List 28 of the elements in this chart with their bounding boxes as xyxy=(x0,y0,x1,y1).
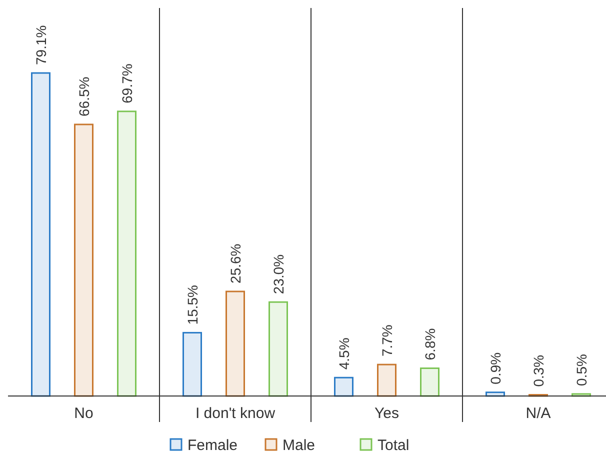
x-tick-label: No xyxy=(74,405,94,422)
data-label: 23.0% xyxy=(270,254,286,294)
bar xyxy=(182,332,202,397)
data-label: 0.3% xyxy=(530,354,546,387)
bar xyxy=(31,72,50,397)
data-label: 7.7% xyxy=(378,324,395,357)
data-label: 4.5% xyxy=(336,338,352,370)
x-tick-label: N/A xyxy=(526,405,551,422)
bar xyxy=(117,110,136,397)
bar xyxy=(74,124,94,397)
bar xyxy=(226,290,245,397)
data-label: 0.9% xyxy=(487,352,504,384)
data-label: 66.5% xyxy=(76,76,92,116)
bar xyxy=(420,367,440,397)
legend-label: Female xyxy=(188,437,238,454)
data-label: 69.7% xyxy=(118,64,135,104)
bar xyxy=(268,301,288,397)
data-label: 25.6% xyxy=(227,244,244,284)
data-label: 79.1% xyxy=(32,25,49,65)
bar xyxy=(334,376,354,397)
x-tick-label: I don't know xyxy=(195,405,276,422)
data-label: 6.8% xyxy=(422,328,438,360)
legend-label: Male xyxy=(282,437,316,454)
data-label: 15.5% xyxy=(184,285,200,325)
x-tick-label: Yes xyxy=(374,405,399,422)
legend-label: Total xyxy=(378,437,410,454)
data-label: 0.5% xyxy=(573,354,590,386)
bar xyxy=(377,364,396,397)
